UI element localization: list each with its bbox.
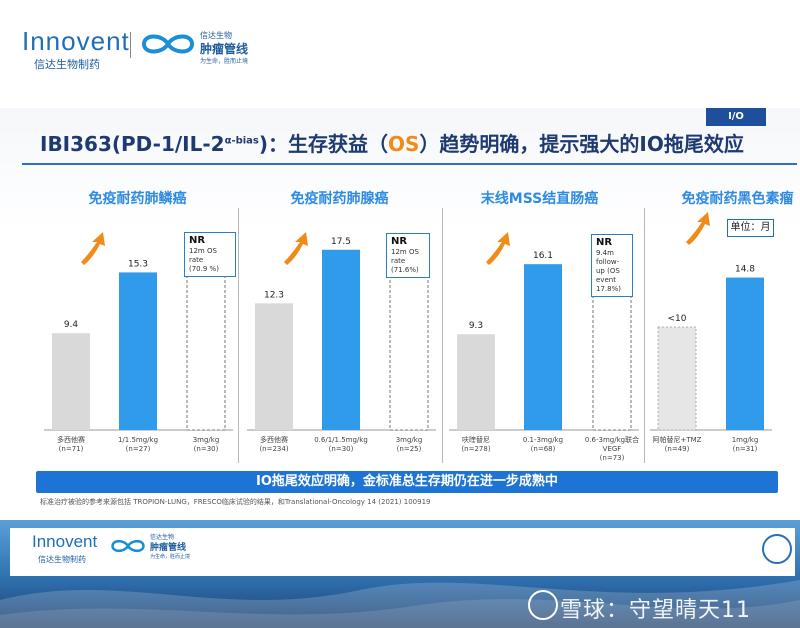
value-label-2-0: 9.3: [469, 321, 483, 331]
trend-arrow-icon-1: [284, 232, 308, 265]
pipeline-sub: 为生命，胜而止境: [200, 58, 249, 65]
value-label-0-0: 9.4: [64, 320, 79, 330]
category-label-0-2-0: 3mg/kg: [193, 436, 220, 444]
value-label-1-0: 12.3: [264, 290, 284, 300]
footnote: 标准治疗被验的参考来源包括 TROPION-LUNG，FRESCO临床试验的结果…: [40, 498, 431, 506]
category-label-2-1-1: (n=68): [531, 445, 556, 453]
innovent-cn: 信达生物制药: [34, 58, 100, 71]
category-label-1-0-1: (n=234): [259, 445, 288, 453]
panel-title-crc: 末线MSS结直肠癌: [480, 191, 599, 207]
category-label-0-0-0: 多西他赛: [57, 435, 85, 444]
category-label-1-1-1: (n=30): [329, 445, 354, 453]
panel-divider-3: [644, 208, 645, 463]
bar-3-0: [657, 326, 697, 431]
trend-arrow-icon-2: [486, 232, 510, 265]
bar-1-0: [255, 303, 293, 430]
top-header: Innovent 信达生物制药 信达生物 肿瘤管线 为生命，胜而止境: [0, 0, 800, 108]
pipeline-top: 信达生物: [200, 31, 232, 40]
panel-title-melanoma: 免疫耐药黑色素瘤: [681, 191, 794, 207]
category-label-0-2-1: (n=30): [194, 445, 219, 453]
category-label-1-2-1: (n=25): [397, 445, 422, 453]
watermark: 雪球：守望晴天11: [560, 598, 751, 623]
category-label-1-1-0: 0.6/1/1.5mg/kg: [314, 436, 368, 444]
bar-3-1: [726, 277, 764, 430]
value-label-0-1: 15.3: [128, 259, 148, 269]
category-label-3-1-0: 1mg/kg: [732, 436, 759, 444]
nr-note-lung-adeno: NR 12m OS rate (71.6%): [386, 233, 430, 278]
bottom-pipeline-main: 肿瘤管线: [150, 543, 187, 553]
seal-icon: [762, 534, 792, 564]
category-label-1-2-0: 3mg/kg: [396, 436, 423, 444]
category-label-0-0-1: (n=71): [59, 445, 84, 453]
value-label-3-0: <10: [668, 314, 687, 324]
innovent-logo: Innovent: [22, 26, 130, 56]
nr-note-crc: NR 9.4m follow- up (OS event 17.8%): [591, 234, 633, 297]
bar-0-1: [119, 272, 157, 430]
category-label-2-2-2: (n=73): [600, 454, 625, 462]
category-label-2-2-0: 0.6-3mg/kg联合: [585, 435, 639, 444]
value-label-1-1: 17.5: [331, 237, 351, 247]
slide-title: IBI363(PD-1/IL-2α-bias)：生存获益（OS）趋势明确，提示强…: [40, 132, 744, 156]
bottom-logo-strip: Innovent 信达生物制药 信达生物 肿瘤管线 为生命，胜而止境: [10, 528, 795, 576]
infinity-logo-icon: [141, 34, 195, 54]
panel-divider-2: [442, 208, 443, 463]
bottom-innovent-logo: Innovent: [32, 532, 98, 551]
nr-note-lung-squamous: NR 12m OS rate (70.9 %): [184, 232, 236, 277]
category-label-2-2-1: VEGF: [603, 445, 622, 453]
xueqiu-logo-icon: [528, 590, 558, 620]
bottom-innovent-cn: 信达生物制药: [38, 555, 86, 564]
wave-decoration: [0, 580, 800, 628]
category-label-1-0-0: 多西他赛: [260, 435, 288, 444]
bar-1-1: [322, 249, 360, 430]
unit-label: 单位：月: [727, 219, 774, 237]
bottom-infinity-icon: [111, 539, 145, 553]
trend-arrow-icon-0: [81, 232, 105, 265]
category-label-2-0-0: 呋喹替尼: [462, 435, 490, 444]
category-label-3-0-0: 阿帕替尼+TMZ: [653, 435, 702, 444]
panel-title-lung-squamous: 免疫耐药肺鳞癌: [88, 191, 187, 207]
category-label-0-1-1: (n=27): [126, 445, 151, 453]
io-tag: I/O: [706, 108, 766, 126]
bar-nr-1-2: [389, 267, 429, 431]
bottom-pipeline-sub: 为生命，胜而止境: [150, 554, 191, 560]
bar-0-0: [52, 333, 90, 430]
category-label-2-1-0: 0.1-3mg/kg: [523, 436, 563, 444]
category-label-3-1-1: (n=31): [733, 445, 758, 453]
category-label-3-0-1: (n=49): [665, 445, 690, 453]
bottom-pipeline-top: 信达生物: [150, 534, 175, 541]
bottom-area: Innovent 信达生物制药 信达生物 肿瘤管线 为生命，胜而止境: [0, 520, 800, 628]
bar-2-1: [524, 264, 562, 430]
bar-2-0: [457, 334, 495, 430]
panel-title-lung-adeno: 免疫耐药肺腺癌: [290, 191, 389, 207]
pipeline-main: 肿瘤管线: [200, 42, 249, 56]
bar-nr-0-2: [186, 267, 226, 431]
title-rule: [22, 163, 797, 165]
logo-divider: [130, 32, 131, 58]
conclusion-banner: IO拖尾效应明确，金标准总生存期仍在进一步成熟中: [36, 471, 778, 493]
panel-divider-1: [238, 208, 239, 463]
trend-arrow-icon-3: [686, 212, 710, 245]
value-label-3-1: 14.8: [735, 265, 755, 275]
category-label-2-0-1: (n=278): [461, 445, 490, 453]
category-label-0-1-0: 1/1.5mg/kg: [118, 436, 158, 444]
value-label-2-1: 16.1: [533, 251, 553, 261]
